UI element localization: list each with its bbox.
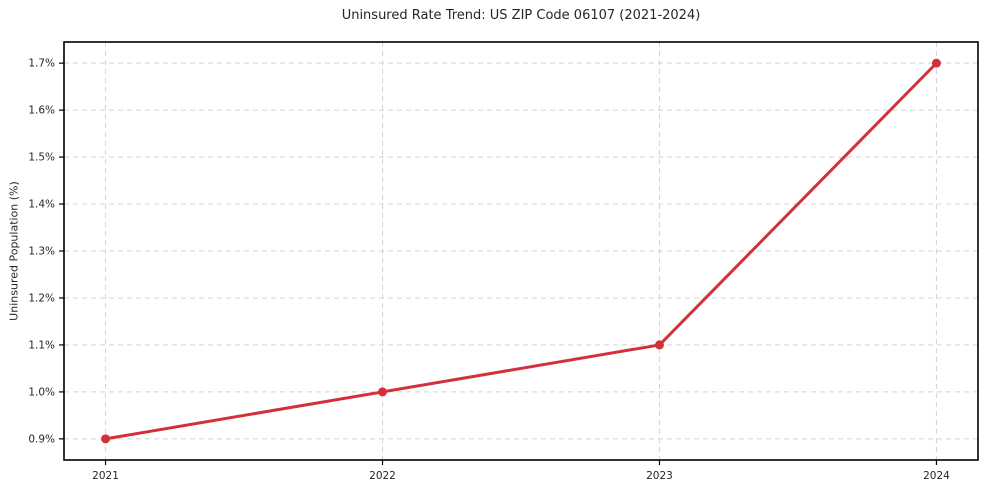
y-tick-label: 1.5%: [28, 152, 55, 164]
trend-line: [104, 61, 938, 441]
data-point: [101, 434, 111, 444]
x-tick-label: 2021: [92, 470, 119, 482]
y-tick-label: 1.0%: [28, 386, 55, 398]
y-tick-label: 0.9%: [28, 433, 55, 445]
y-tick-label: 1.1%: [28, 339, 55, 351]
x-tick-label: 2023: [646, 470, 673, 482]
data-point: [378, 387, 388, 397]
chart-title: Uninsured Rate Trend: US ZIP Code 06107 …: [341, 8, 701, 23]
y-tick-label: 1.3%: [28, 246, 55, 258]
data-point: [654, 340, 664, 350]
x-tick-label: 2024: [923, 470, 950, 482]
y-tick-label: 1.2%: [28, 292, 55, 304]
x-tick-label: 2022: [369, 470, 396, 482]
y-tick-label: 1.7%: [28, 58, 55, 70]
y-tick-label: 1.6%: [28, 105, 55, 117]
data-point: [931, 58, 941, 68]
y-tick-label: 1.4%: [28, 199, 55, 211]
plot-border: [63, 41, 979, 461]
